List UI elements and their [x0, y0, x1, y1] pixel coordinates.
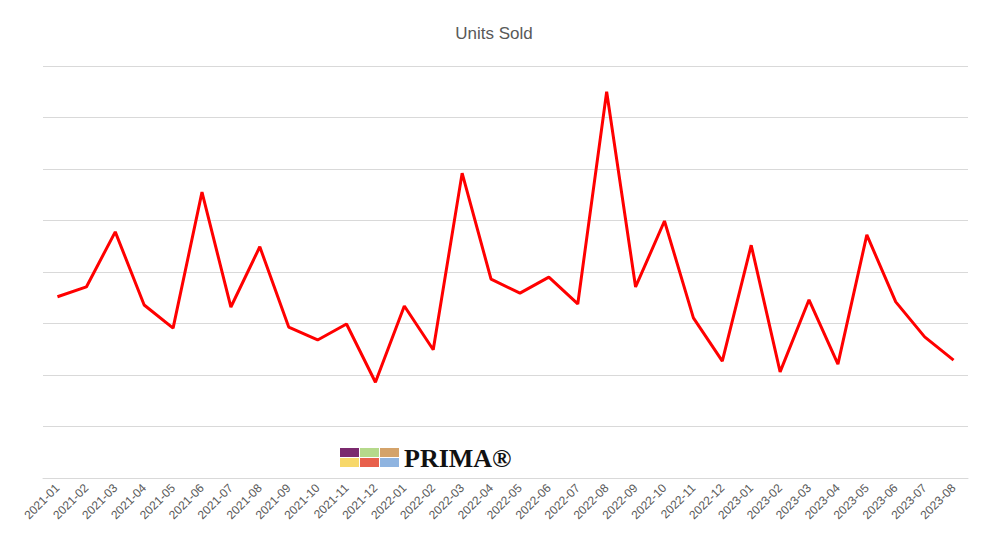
- svg-text:PRIMA®: PRIMA®: [404, 444, 512, 473]
- svg-text:2021-12: 2021-12: [339, 481, 381, 523]
- svg-text:2022-10: 2022-10: [628, 481, 670, 523]
- svg-text:2021-10: 2021-10: [281, 481, 323, 523]
- svg-text:2022-03: 2022-03: [426, 481, 468, 523]
- svg-text:2023-04: 2023-04: [801, 481, 843, 523]
- svg-text:2023-05: 2023-05: [830, 481, 872, 523]
- svg-text:2023-06: 2023-06: [859, 481, 901, 523]
- svg-text:2022-09: 2022-09: [599, 481, 641, 523]
- svg-text:2021-03: 2021-03: [79, 481, 121, 523]
- svg-text:2022-01: 2022-01: [368, 481, 410, 523]
- svg-text:2022-06: 2022-06: [512, 481, 554, 523]
- svg-text:2023-03: 2023-03: [773, 481, 814, 523]
- svg-text:2021-08: 2021-08: [223, 481, 265, 523]
- svg-text:2023-02: 2023-02: [744, 481, 786, 523]
- svg-text:2021-04: 2021-04: [108, 481, 150, 523]
- svg-text:2021-07: 2021-07: [194, 481, 236, 523]
- svg-text:2021-02: 2021-02: [50, 481, 92, 523]
- svg-text:2021-11: 2021-11: [311, 481, 352, 522]
- svg-text:2022-12: 2022-12: [686, 481, 728, 523]
- svg-text:2023-07: 2023-07: [888, 481, 930, 523]
- svg-text:2021-09: 2021-09: [252, 481, 294, 523]
- svg-text:2021-05: 2021-05: [137, 481, 178, 523]
- svg-text:2022-05: 2022-05: [483, 481, 525, 523]
- svg-text:2023-08: 2023-08: [917, 481, 958, 522]
- svg-text:2022-02: 2022-02: [397, 481, 439, 523]
- svg-text:2022-07: 2022-07: [541, 481, 583, 523]
- svg-text:2021-06: 2021-06: [165, 481, 207, 523]
- svg-text:2023-01: 2023-01: [715, 481, 757, 523]
- svg-text:Units Sold: Units Sold: [455, 24, 532, 43]
- svg-text:2021-01: 2021-01: [21, 481, 63, 523]
- svg-text:2022-11: 2022-11: [658, 481, 699, 522]
- svg-text:2022-08: 2022-08: [570, 481, 612, 523]
- svg-text:2022-04: 2022-04: [455, 481, 496, 523]
